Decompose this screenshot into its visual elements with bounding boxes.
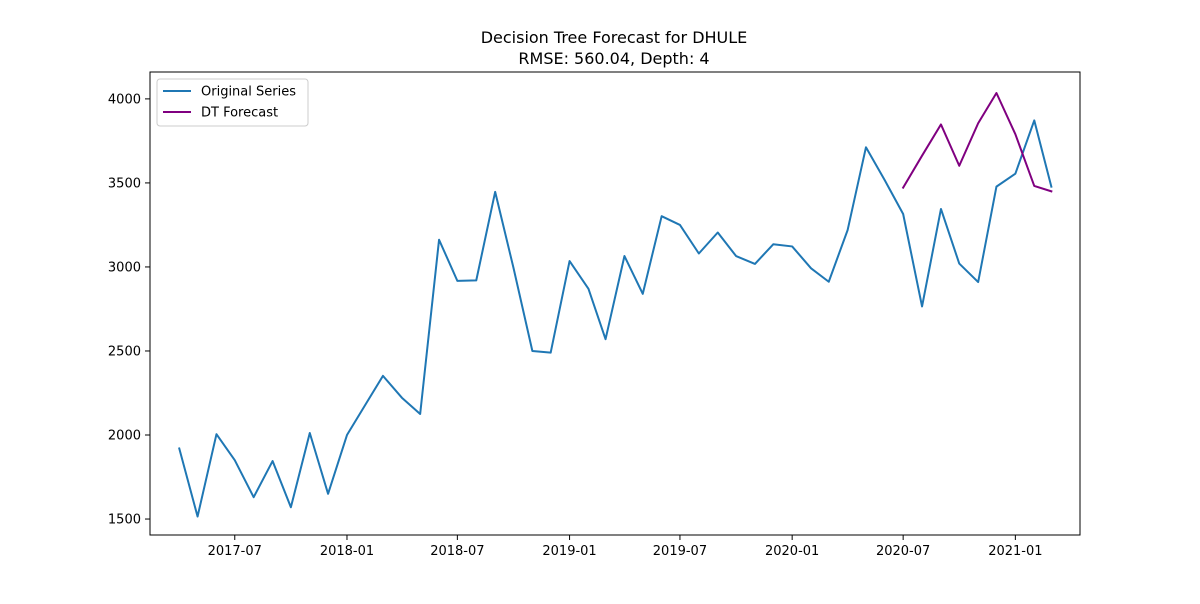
y-tick-label: 3000	[108, 260, 141, 275]
legend-label: Original Series	[201, 85, 296, 100]
plot-area: 2017-07 2018-01 2018-07 2019-01 2019-07 2020-…	[108, 71, 1081, 559]
x-tick-label: 2018-07	[430, 544, 484, 559]
x-tick-label: 2020-01	[765, 544, 819, 559]
x-tick-label: 2019-07	[653, 544, 707, 559]
x-tick-label: 2021-01	[988, 544, 1042, 559]
y-tick-label: 2500	[108, 344, 141, 359]
legend-box	[156, 78, 309, 127]
y-tick-label: 3500	[108, 176, 141, 191]
series-line-forecast	[901, 92, 1053, 193]
x-tick-label: 2020-07	[876, 544, 930, 559]
axes-frame	[149, 71, 1081, 536]
x-tick-label: 2017-07	[208, 544, 262, 559]
y-tick-label: 2000	[108, 429, 141, 444]
legend: Original Series DT Forecast	[156, 78, 309, 127]
legend-label: DT Forecast	[201, 106, 278, 121]
y-tick-label: 1500	[108, 513, 141, 528]
x-tick-label: 2019-01	[542, 544, 596, 559]
y-tick-label: 4000	[108, 92, 141, 107]
chart-title: Decision Tree Forecast for DHULE	[481, 28, 748, 47]
x-tick-label: 2018-01	[320, 544, 374, 559]
series-line-original	[178, 119, 1053, 518]
chart-subtitle: RMSE: 560.04, Depth: 4	[518, 49, 709, 68]
